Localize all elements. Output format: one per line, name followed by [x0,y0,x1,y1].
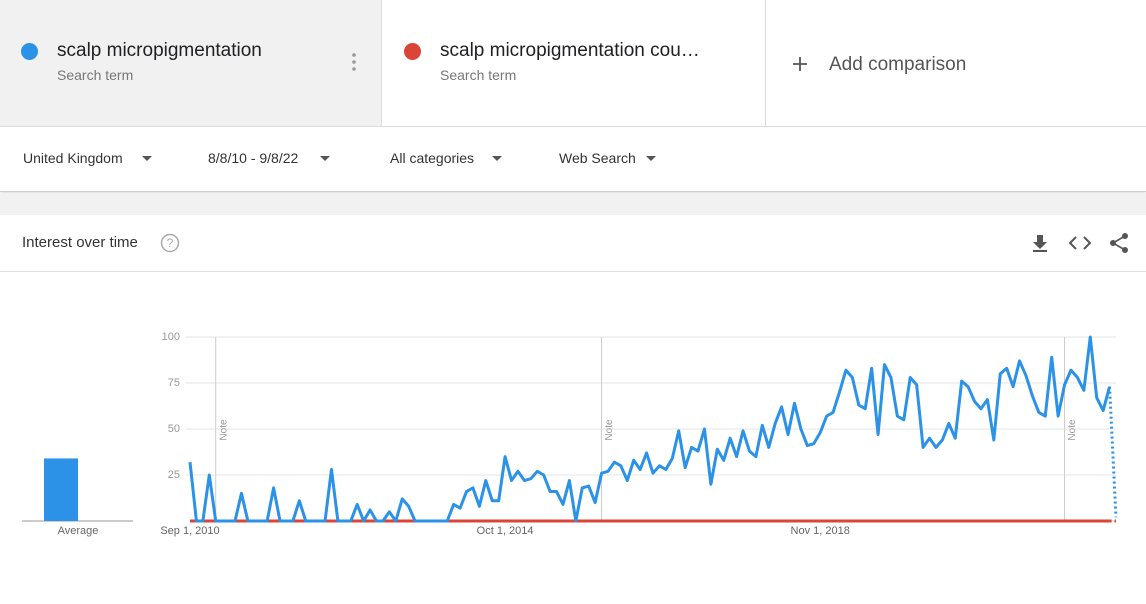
filter-category[interactable]: All categories [390,150,475,166]
y-tick-label: 50 [168,423,180,435]
average-bar [44,458,78,521]
x-tick-label: Oct 1, 2014 [477,525,534,537]
x-tick-label: Sep 1, 2010 [160,525,219,537]
y-tick-label: 100 [162,331,180,343]
dropdown-arrow [142,156,152,161]
filter-search-type[interactable]: Web Search [559,150,636,166]
share-icon[interactable] [1109,232,1131,254]
help-icon[interactable]: ? [160,233,180,253]
term-type: Search term [57,67,134,83]
dropdown-arrow [646,156,656,161]
dropdown-arrow [320,156,330,161]
term-card[interactable]: scalp micropigmentation Search term [0,0,381,127]
y-tick-label: 25 [168,469,180,481]
term-type: Search term [440,67,517,83]
separator [0,193,1146,215]
series-line [188,335,1112,523]
term-color [21,43,38,60]
dropdown-arrow [492,156,502,161]
filter-region[interactable]: United Kingdom [23,150,123,166]
section-title: Interest over time [22,234,138,251]
average-label: Average [58,525,99,537]
term-name: scalp micropigmentation cou… [440,40,700,61]
filter-date[interactable]: 8/8/10 - 9/8/22 [208,150,299,166]
embed-icon[interactable] [1069,235,1091,251]
term-name: scalp micropigmentation [57,40,262,61]
x-tick-label: Nov 1, 2018 [791,525,850,537]
svg-text:?: ? [167,236,174,250]
download-icon[interactable] [1031,234,1049,254]
filter-bar: United Kingdom 8/8/10 - 9/8/22 All categ… [0,127,1146,192]
add-comparison[interactable]: Add comparison [765,0,1146,127]
divider [0,271,1146,272]
more-menu[interactable] [349,52,359,72]
term-color [404,43,421,60]
note-label: Note [604,419,615,441]
add-comparison-label: Add comparison [829,54,967,75]
note-label: Note [1067,419,1078,441]
y-tick-label: 75 [168,377,180,389]
partial-data-line [1108,386,1118,518]
term-card[interactable]: scalp micropigmentation cou… Search term [381,0,766,127]
plus-icon [793,57,807,71]
note-label: Note [218,419,229,441]
